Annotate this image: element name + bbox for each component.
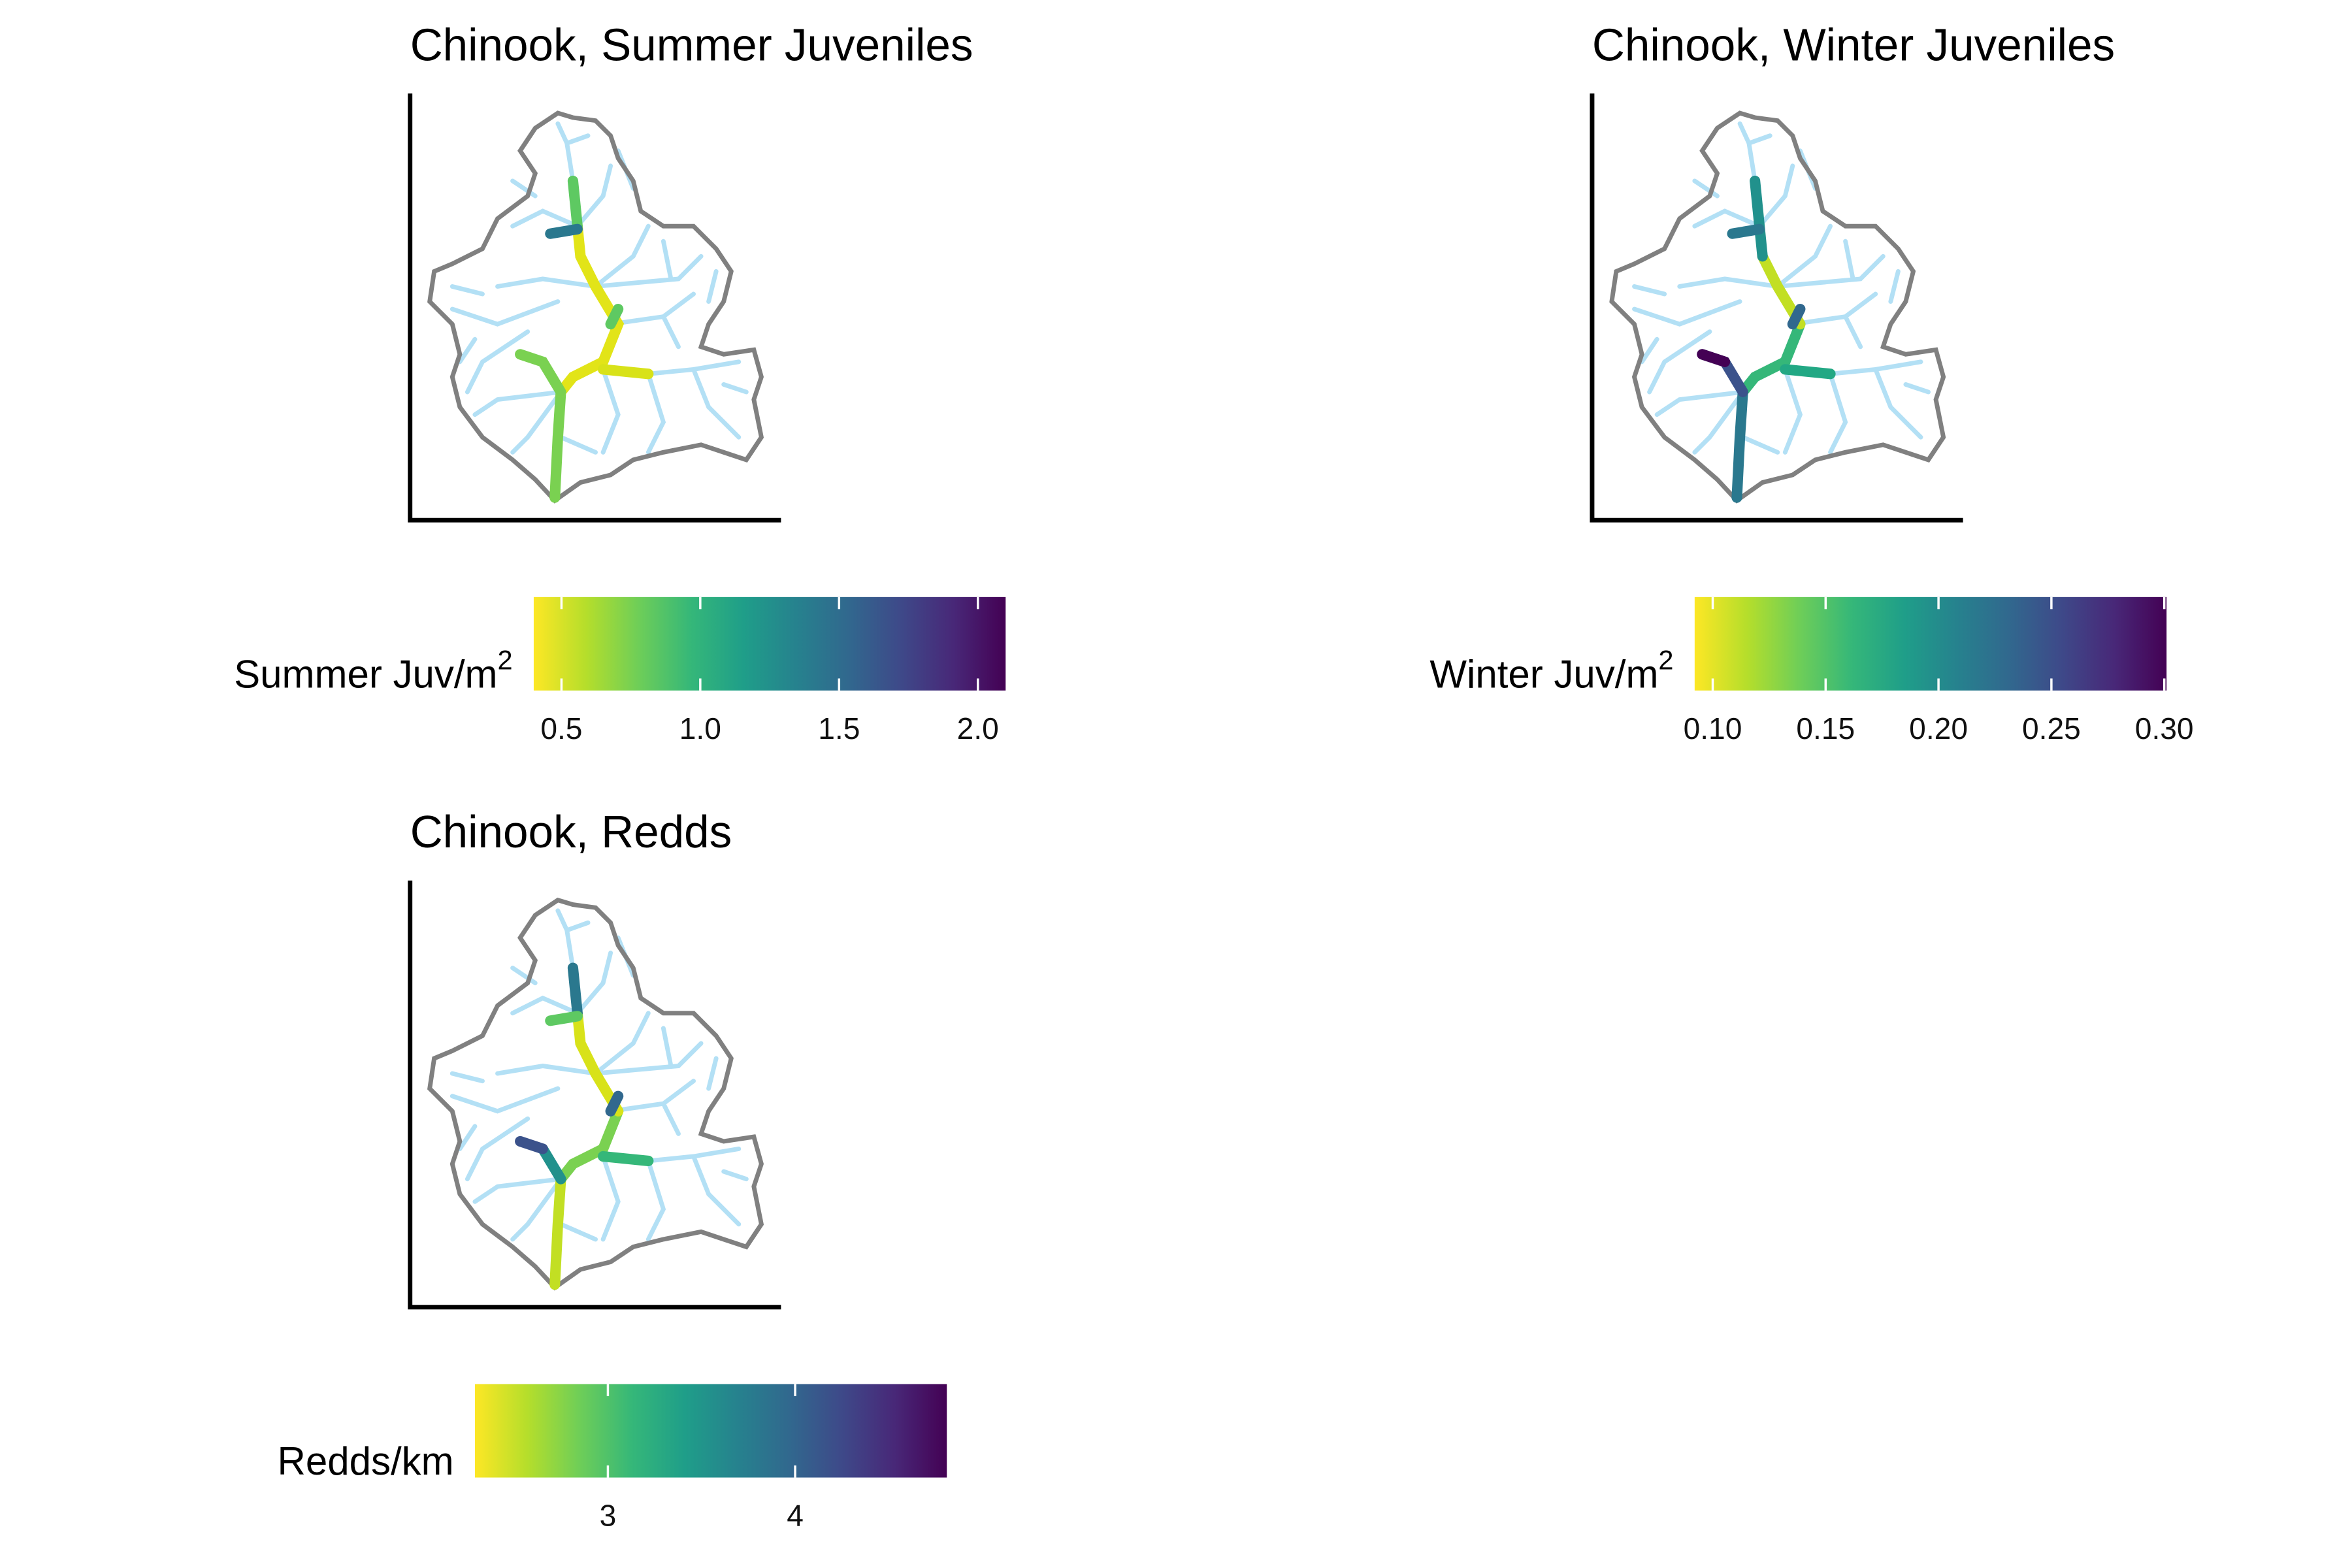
legend-title-superscript: 2 <box>498 645 513 676</box>
colorbar-tick-label: 0.5 <box>540 711 582 745</box>
colorbar-tick-label: 0.15 <box>1796 711 1855 745</box>
colorbar-tick-label: 0.30 <box>2135 711 2194 745</box>
panel-title: Chinook, Winter Juveniles <box>1592 19 2115 70</box>
colorbar-tick-label: 1.5 <box>818 711 860 745</box>
colorbar-tick-label: 4 <box>787 1498 804 1532</box>
colorbar-tick-label: 3 <box>600 1498 617 1532</box>
colorbar <box>1694 596 2167 691</box>
colorbar-tick-label: 0.10 <box>1684 711 1742 745</box>
panel: Chinook, Winter Juveniles Winter Juv/m2 0.… <box>1429 19 2193 745</box>
legend-title: Summer Juv/m2 <box>234 645 512 696</box>
panel: Chinook, Redds Redds/km 3 4 <box>278 806 947 1532</box>
colorbar <box>533 596 1006 691</box>
colorbar-tick-label: 2.0 <box>957 711 999 745</box>
colorbar-tick-label: 0.20 <box>1909 711 1968 745</box>
legend-title: Winter Juv/m2 <box>1429 645 1673 696</box>
legend-title: Redds/km <box>278 1439 454 1483</box>
legend-title-text: Winter Juv/m <box>1429 652 1658 696</box>
panel: Chinook, Summer Juveniles Summer Juv/m2 0.… <box>234 19 1006 745</box>
legend-title-text: Redds/km <box>278 1439 454 1483</box>
colorbar <box>474 1384 947 1478</box>
legend-title-text: Summer Juv/m <box>234 652 497 696</box>
legend-title-superscript: 2 <box>1658 645 1673 676</box>
colorbar-tick-label: 1.0 <box>679 711 721 745</box>
colorbar-tick-label: 0.25 <box>2022 711 2081 745</box>
panel-title: Chinook, Redds <box>410 806 732 857</box>
panel-title: Chinook, Summer Juveniles <box>410 19 973 70</box>
